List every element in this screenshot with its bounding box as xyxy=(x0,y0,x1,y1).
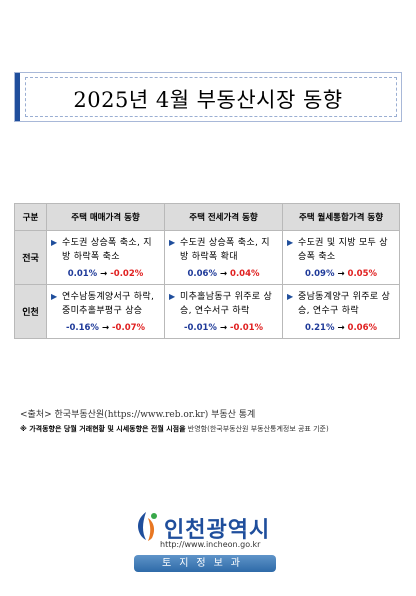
cell-description: 미추홀남동구 위주로 상승, 연수서구 하락 xyxy=(180,292,273,316)
change-arrow: → xyxy=(219,323,228,333)
triangle-bullet-icon: ▶ xyxy=(169,292,176,301)
logo-url: http://www.incheon.go.kr xyxy=(160,540,261,549)
table-header-row: 구분 주택 매매가격 동향 주택 전세가격 동향 주택 월세통합가격 동향 xyxy=(14,203,400,231)
market-trend-table: 구분 주택 매매가격 동향 주택 전세가격 동향 주택 월세통합가격 동향 전국… xyxy=(14,203,400,339)
logo-city-name: 인천광역시 xyxy=(164,518,271,543)
cell-description: 수도권 및 지방 모두 상승폭 축소 xyxy=(298,238,388,262)
table-cell: ▶ 수도권 상승폭 축소, 지방 하락폭 확대 0.06% → 0.04% xyxy=(164,230,283,285)
triangle-bullet-icon: ▶ xyxy=(51,292,58,301)
footnote-rest: 반영함(한국부동산원 부동산통계정보 공표 기준) xyxy=(185,425,329,433)
table-cell: ▶ 수도권 상승폭 축소, 지방 하락폭 축소 0.01% → -0.02% xyxy=(46,230,165,285)
table-cell: ▶ 연수남동계양서구 하락, 중미추홀부평구 상승 -0.16% → -0.07% xyxy=(46,284,165,339)
region-label: 인천 xyxy=(14,284,47,339)
triangle-bullet-icon: ▶ xyxy=(51,238,58,247)
change-to: -0.01% xyxy=(230,323,264,333)
change-to: 0.05% xyxy=(347,269,378,279)
change-arrow: → xyxy=(337,323,345,333)
footnote: ※ 가격동향은 당월 거래현황 및 시세동향은 전월 시점을 반영함(한국부동산… xyxy=(20,424,329,434)
title-accent-bar xyxy=(15,73,20,121)
triangle-bullet-icon: ▶ xyxy=(287,238,294,247)
source-note: <출처> 한국부동산원(https://www.reb.or.kr) 부동산 통… xyxy=(20,410,256,420)
department-badge: 토지정보과 xyxy=(134,555,276,572)
change-from: 0.21% xyxy=(304,323,335,333)
cell-description: 중남동계양구 위주로 상승, 연수구 하락 xyxy=(298,292,391,316)
table-cell: ▶ 수도권 및 지방 모두 상승폭 축소 0.09% → 0.05% xyxy=(282,230,400,285)
change-from: -0.01% xyxy=(183,323,217,333)
footnote-emphasis: ※ 가격동향은 당월 거래현황 및 시세동향은 전월 시점을 xyxy=(20,425,186,433)
change-from: 0.01% xyxy=(67,269,98,279)
header-sale-price: 주택 매매가격 동향 xyxy=(46,203,165,231)
table-cell: ▶ 중남동계양구 위주로 상승, 연수구 하락 0.21% → 0.06% xyxy=(282,284,400,339)
change-arrow: → xyxy=(101,323,110,333)
table-row: 인천 ▶ 연수남동계양서구 하락, 중미추홀부평구 상승 -0.16% → -0.… xyxy=(14,284,400,339)
incheon-logo: 인천광역시 http://www.incheon.go.kr 토지정보과 xyxy=(132,510,292,580)
city-emblem-icon xyxy=(138,512,157,541)
page-title: 2025년 4월 부동산시장 동향 xyxy=(73,88,343,112)
cell-description: 수도권 상승폭 축소, 지방 하락폭 축소 xyxy=(62,238,152,262)
triangle-bullet-icon: ▶ xyxy=(169,238,176,247)
cell-description: 연수남동계양서구 하락, 중미추홀부평구 상승 xyxy=(62,292,155,316)
change-to: 0.04% xyxy=(230,269,260,279)
change-from: 0.06% xyxy=(187,269,217,279)
change-from: -0.16% xyxy=(65,323,99,333)
change-arrow: → xyxy=(219,269,228,279)
change-to: -0.02% xyxy=(110,269,144,279)
change-to: -0.07% xyxy=(112,323,146,333)
change-to: 0.06% xyxy=(347,323,378,333)
cell-description: 수도권 상승폭 축소, 지방 하락폭 확대 xyxy=(180,238,270,262)
triangle-bullet-icon: ▶ xyxy=(287,292,294,301)
change-from: 0.09% xyxy=(304,269,335,279)
table-row: 전국 ▶ 수도권 상승폭 축소, 지방 하락폭 축소 0.01% → -0.02%… xyxy=(14,230,400,285)
header-category: 구분 xyxy=(14,203,47,231)
title-box: 2025년 4월 부동산시장 동향 xyxy=(14,72,402,122)
change-arrow: → xyxy=(100,269,108,279)
change-arrow: → xyxy=(337,269,345,279)
header-monthly-rent: 주택 월세통합가격 동향 xyxy=(282,203,400,231)
table-cell: ▶ 미추홀남동구 위주로 상승, 연수서구 하락 -0.01% → -0.01% xyxy=(164,284,283,339)
header-jeonse-price: 주택 전세가격 동향 xyxy=(164,203,283,231)
region-label: 전국 xyxy=(14,230,47,285)
